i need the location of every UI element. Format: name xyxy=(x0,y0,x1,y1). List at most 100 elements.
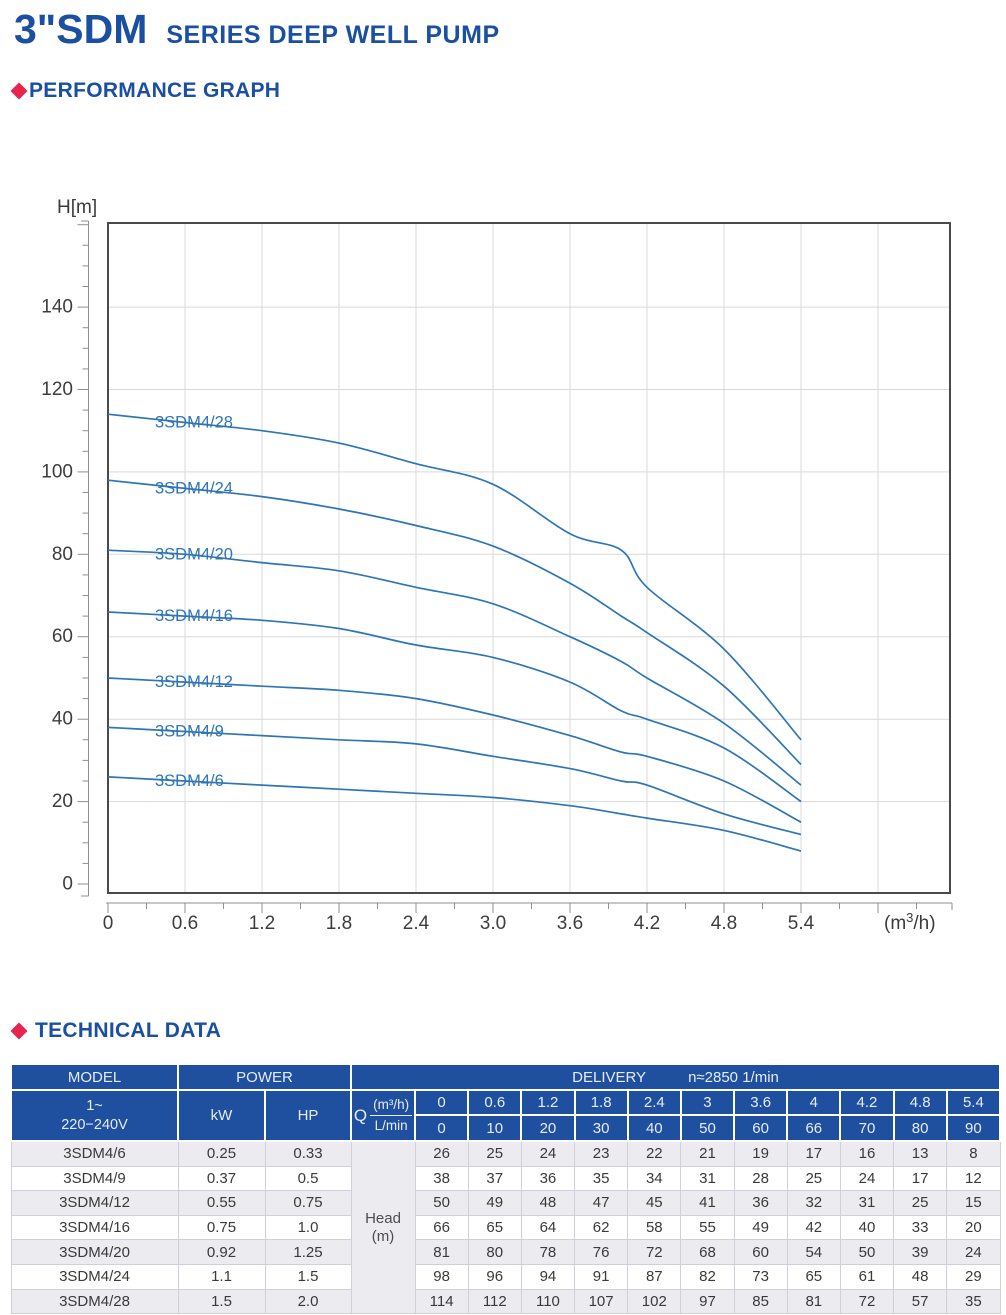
head-value-cell: 21 xyxy=(680,1140,735,1167)
head-value-cell: 50 xyxy=(414,1190,469,1216)
section-technical-data: TECHNICAL DATA xyxy=(10,1019,221,1043)
head-value-cell: 73 xyxy=(733,1263,788,1290)
q-unit-lmin: L/min xyxy=(374,1118,408,1133)
head-value-cell: 32 xyxy=(786,1190,841,1216)
head-value-cell: 22 xyxy=(627,1140,682,1167)
head-unit-cell: Head (m) xyxy=(350,1140,416,1315)
lmin-value-header: 0 xyxy=(414,1114,470,1142)
hp-cell: 1.25 xyxy=(264,1239,352,1265)
head-value-cell: 81 xyxy=(414,1239,469,1265)
curve-label-3SDM4-6: 3SDM4/6 xyxy=(155,772,224,790)
x-tick-label: 2.4 xyxy=(403,913,430,934)
head-value-cell: 57 xyxy=(893,1288,948,1315)
lmin-value-header: 60 xyxy=(733,1114,789,1142)
kw-cell: 0.75 xyxy=(177,1214,266,1241)
head-value-cell: 35 xyxy=(946,1288,1001,1315)
head-value-cell: 12 xyxy=(946,1165,1001,1192)
model-cell: 3SDM4/28 xyxy=(10,1288,179,1315)
head-value-cell: 23 xyxy=(574,1140,629,1167)
head-value-cell: 24 xyxy=(520,1140,576,1167)
head-value-cell: 55 xyxy=(680,1214,735,1241)
head-value-cell: 16 xyxy=(839,1140,895,1167)
head-value-cell: 49 xyxy=(467,1190,522,1216)
head-value-cell: 50 xyxy=(839,1239,895,1265)
head-value-cell: 54 xyxy=(786,1239,841,1265)
curve-3SDM4-12 xyxy=(107,677,802,823)
lmin-value-header: 70 xyxy=(839,1114,895,1142)
q-value-header: 3 xyxy=(679,1089,736,1116)
model-cell: 3SDM4/24 xyxy=(10,1263,179,1290)
y-tick-label: 100 xyxy=(41,461,73,482)
x-axis-title: (m3/h) xyxy=(884,910,936,934)
head-value-cell: 110 xyxy=(520,1288,576,1315)
x-tick-label: 5.4 xyxy=(788,913,815,934)
y-tick-label: 120 xyxy=(41,379,73,400)
q-value-header: 4 xyxy=(786,1089,842,1116)
head-value-cell: 58 xyxy=(627,1214,682,1241)
table-header-row-2: 1~ 220−240V kW HP Q (m³/h) L/min 0 0.6 1.2… xyxy=(10,1089,1002,1142)
lmin-value-header: 66 xyxy=(786,1114,842,1142)
y-tick-label: 80 xyxy=(52,544,73,565)
hp-cell: 1.5 xyxy=(264,1263,352,1290)
head-value-cell: 35 xyxy=(574,1165,629,1192)
q-value-header: 5.4 xyxy=(945,1089,1002,1116)
q-unit-m3h: (m³/h) xyxy=(370,1096,413,1116)
head-value-cell: 62 xyxy=(574,1214,629,1241)
head-value-cell: 96 xyxy=(467,1263,522,1290)
curve-label-3SDM4-9: 3SDM4/9 xyxy=(155,723,224,741)
curve-labels: 3SDM4/28 3SDM4/24 3SDM4/20 3SDM4/16 3SDM4/12… xyxy=(155,414,233,791)
head-unit: (m) xyxy=(371,1227,395,1245)
q-value-header: 4.8 xyxy=(892,1089,948,1116)
q-value-header: 0.6 xyxy=(467,1089,523,1116)
q-value-header: 4.2 xyxy=(839,1089,895,1116)
kw-cell: 0.92 xyxy=(177,1239,266,1265)
chart-grid xyxy=(109,224,949,892)
column-header-delivery: DELIVERY n≈2850 1/min xyxy=(350,1063,1001,1091)
q-value-header: 1.2 xyxy=(520,1089,576,1116)
curve-3SDM4-20 xyxy=(107,549,802,786)
hp-cell: 0.5 xyxy=(264,1165,352,1192)
column-header-hp: HP xyxy=(263,1089,353,1142)
x-tick-label: 1.8 xyxy=(326,913,352,934)
head-value-cell: 41 xyxy=(680,1190,735,1216)
head-value-cell: 34 xyxy=(627,1165,682,1192)
head-value-cell: 13 xyxy=(893,1140,948,1167)
plot-border xyxy=(107,222,951,894)
curve-label-3SDM4-28: 3SDM4/28 xyxy=(155,414,233,432)
x-tick-label: 0.6 xyxy=(172,913,198,934)
head-value-cell: 25 xyxy=(893,1190,948,1216)
table-row: 3SDM4/24 1.1 1.5 98 96 94 91 87 82 73 65 61 48 29 xyxy=(10,1263,1001,1290)
model-cell: 3SDM4/6 xyxy=(10,1140,179,1167)
lmin-value-header: 10 xyxy=(467,1114,523,1142)
head-value-cell: 42 xyxy=(786,1214,841,1241)
head-value-cell: 36 xyxy=(520,1165,576,1192)
kw-cell: 1.1 xyxy=(177,1263,266,1290)
head-value-cell: 64 xyxy=(520,1214,576,1241)
head-value-cell: 36 xyxy=(733,1190,788,1216)
curve-label-3SDM4-16: 3SDM4/16 xyxy=(155,607,233,625)
x-tick-label: 3.0 xyxy=(480,913,506,934)
curve-label-3SDM4-12: 3SDM4/12 xyxy=(155,673,233,691)
voltage-line2: 220−240V xyxy=(61,1116,128,1133)
speed-label: n≈2850 1/min xyxy=(688,1068,779,1086)
head-value-cell: 15 xyxy=(946,1190,1001,1216)
table-body: 3SDM4/6 0.25 0.33 Head (m) 26 25 24 23 22 21 19 17 16… xyxy=(10,1140,1001,1315)
head-value-cell: 112 xyxy=(467,1288,522,1315)
head-value-cell: 65 xyxy=(786,1263,841,1290)
head-value-cell: 33 xyxy=(893,1214,948,1241)
head-value-cell: 25 xyxy=(786,1165,841,1192)
section-performance-label: PERFORMANCE GRAPH xyxy=(29,79,281,102)
head-value-cell: 97 xyxy=(680,1288,735,1315)
table-row: 3SDM4/9 0.37 0.5 38 37 36 35 34 31 28 25 24 17 12 xyxy=(10,1165,1001,1192)
head-value-cell: 61 xyxy=(839,1263,895,1290)
hp-cell: 0.33 xyxy=(264,1140,352,1167)
lmin-value-header: 90 xyxy=(945,1114,1002,1142)
head-value-cell: 76 xyxy=(574,1239,629,1265)
head-value-cell: 81 xyxy=(786,1288,841,1315)
curve-3SDM4-9 xyxy=(107,726,802,836)
head-value-cell: 72 xyxy=(839,1288,895,1315)
x-tick-label: 0 xyxy=(103,913,114,934)
lmin-value-header: 20 xyxy=(520,1114,576,1142)
head-value-cell: 31 xyxy=(680,1165,735,1192)
head-value-cell: 72 xyxy=(627,1239,682,1265)
